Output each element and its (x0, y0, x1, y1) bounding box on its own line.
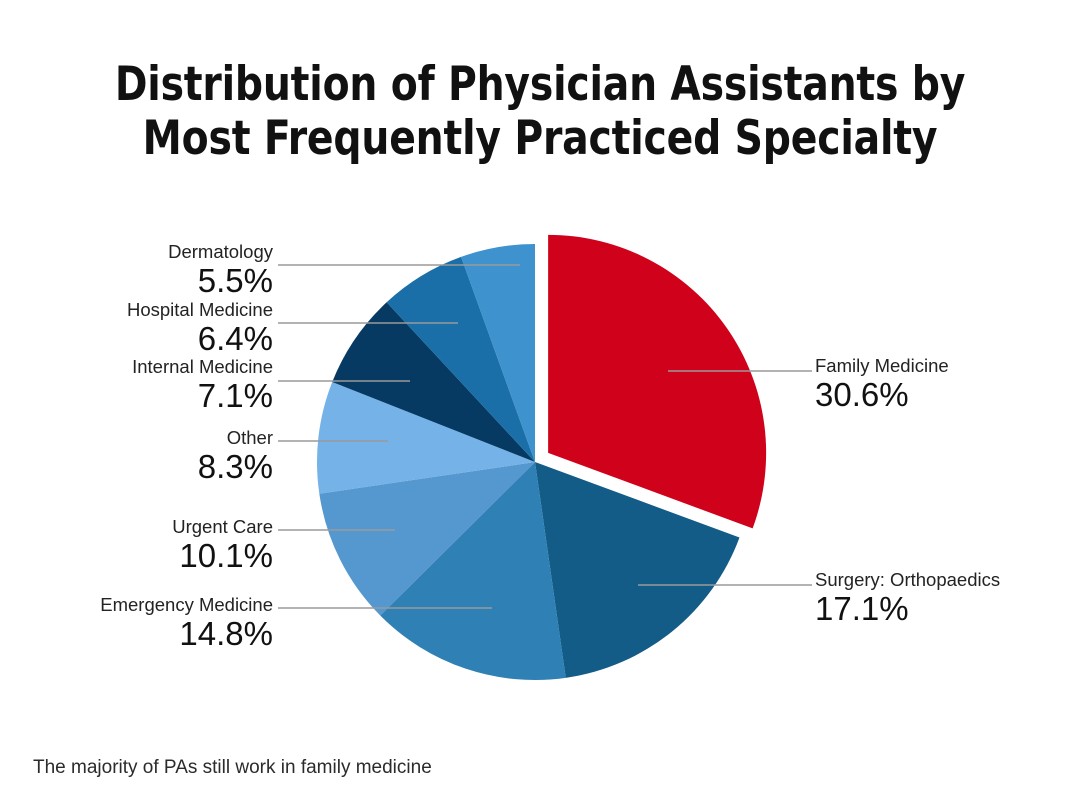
slice-label-hospital-medicine: Hospital Medicine 6.4% (10, 298, 273, 357)
pie-slice (535, 462, 740, 678)
pie-slices (317, 234, 767, 680)
slice-label-family-medicine: Family Medicine 30.6% (815, 354, 1075, 413)
slice-label-other: Other 8.3% (10, 426, 273, 485)
slice-label-hospital-medicine-value: 6.4% (197, 320, 273, 357)
pie-slice (380, 462, 566, 680)
slice-label-family-medicine-category: Family Medicine (815, 355, 949, 376)
footer-caption: The majority of PAs still work in family… (33, 757, 432, 778)
pie-slice (548, 234, 767, 529)
slice-label-urgent-care-value: 10.1% (179, 537, 273, 574)
slice-label-urgent-care: Urgent Care 10.1% (10, 515, 273, 574)
slice-label-other-category: Other (226, 427, 273, 448)
slice-label-internal-medicine-category: Internal Medicine (132, 356, 273, 377)
slice-label-surgery-orthopaedics: Surgery: Orthopaedics 17.1% (815, 568, 1075, 627)
slice-label-urgent-care-category: Urgent Care (172, 516, 273, 537)
pie-slice (332, 302, 535, 462)
pie-slice (461, 244, 535, 462)
slice-label-surgery-orthopaedics-category: Surgery: Orthopaedics (815, 569, 1001, 590)
leader-lines (278, 264, 812, 609)
slice-label-dermatology-category: Dermatology (168, 241, 273, 262)
slice-label-dermatology-value: 5.5% (197, 262, 273, 299)
pie-slice (386, 256, 535, 462)
slice-label-emergency-medicine: Emergency Medicine 14.8% (0, 593, 273, 652)
slice-label-internal-medicine-value: 7.1% (197, 377, 273, 414)
pie-slice (317, 381, 535, 494)
slice-label-hospital-medicine-category: Hospital Medicine (126, 299, 273, 320)
page-title: Distribution of Physician Assistants by … (114, 57, 966, 166)
slice-label-internal-medicine: Internal Medicine 7.1% (10, 355, 273, 414)
slice-label-family-medicine-value: 30.6% (815, 376, 909, 413)
slice-label-other-value: 8.3% (197, 448, 273, 485)
slice-label-dermatology: Dermatology 5.5% (10, 240, 273, 299)
slice-label-emergency-medicine-value: 14.8% (179, 615, 273, 652)
pie-slice (319, 462, 535, 616)
slice-label-emergency-medicine-category: Emergency Medicine (100, 594, 273, 615)
slice-label-surgery-orthopaedics-value: 17.1% (815, 590, 909, 627)
